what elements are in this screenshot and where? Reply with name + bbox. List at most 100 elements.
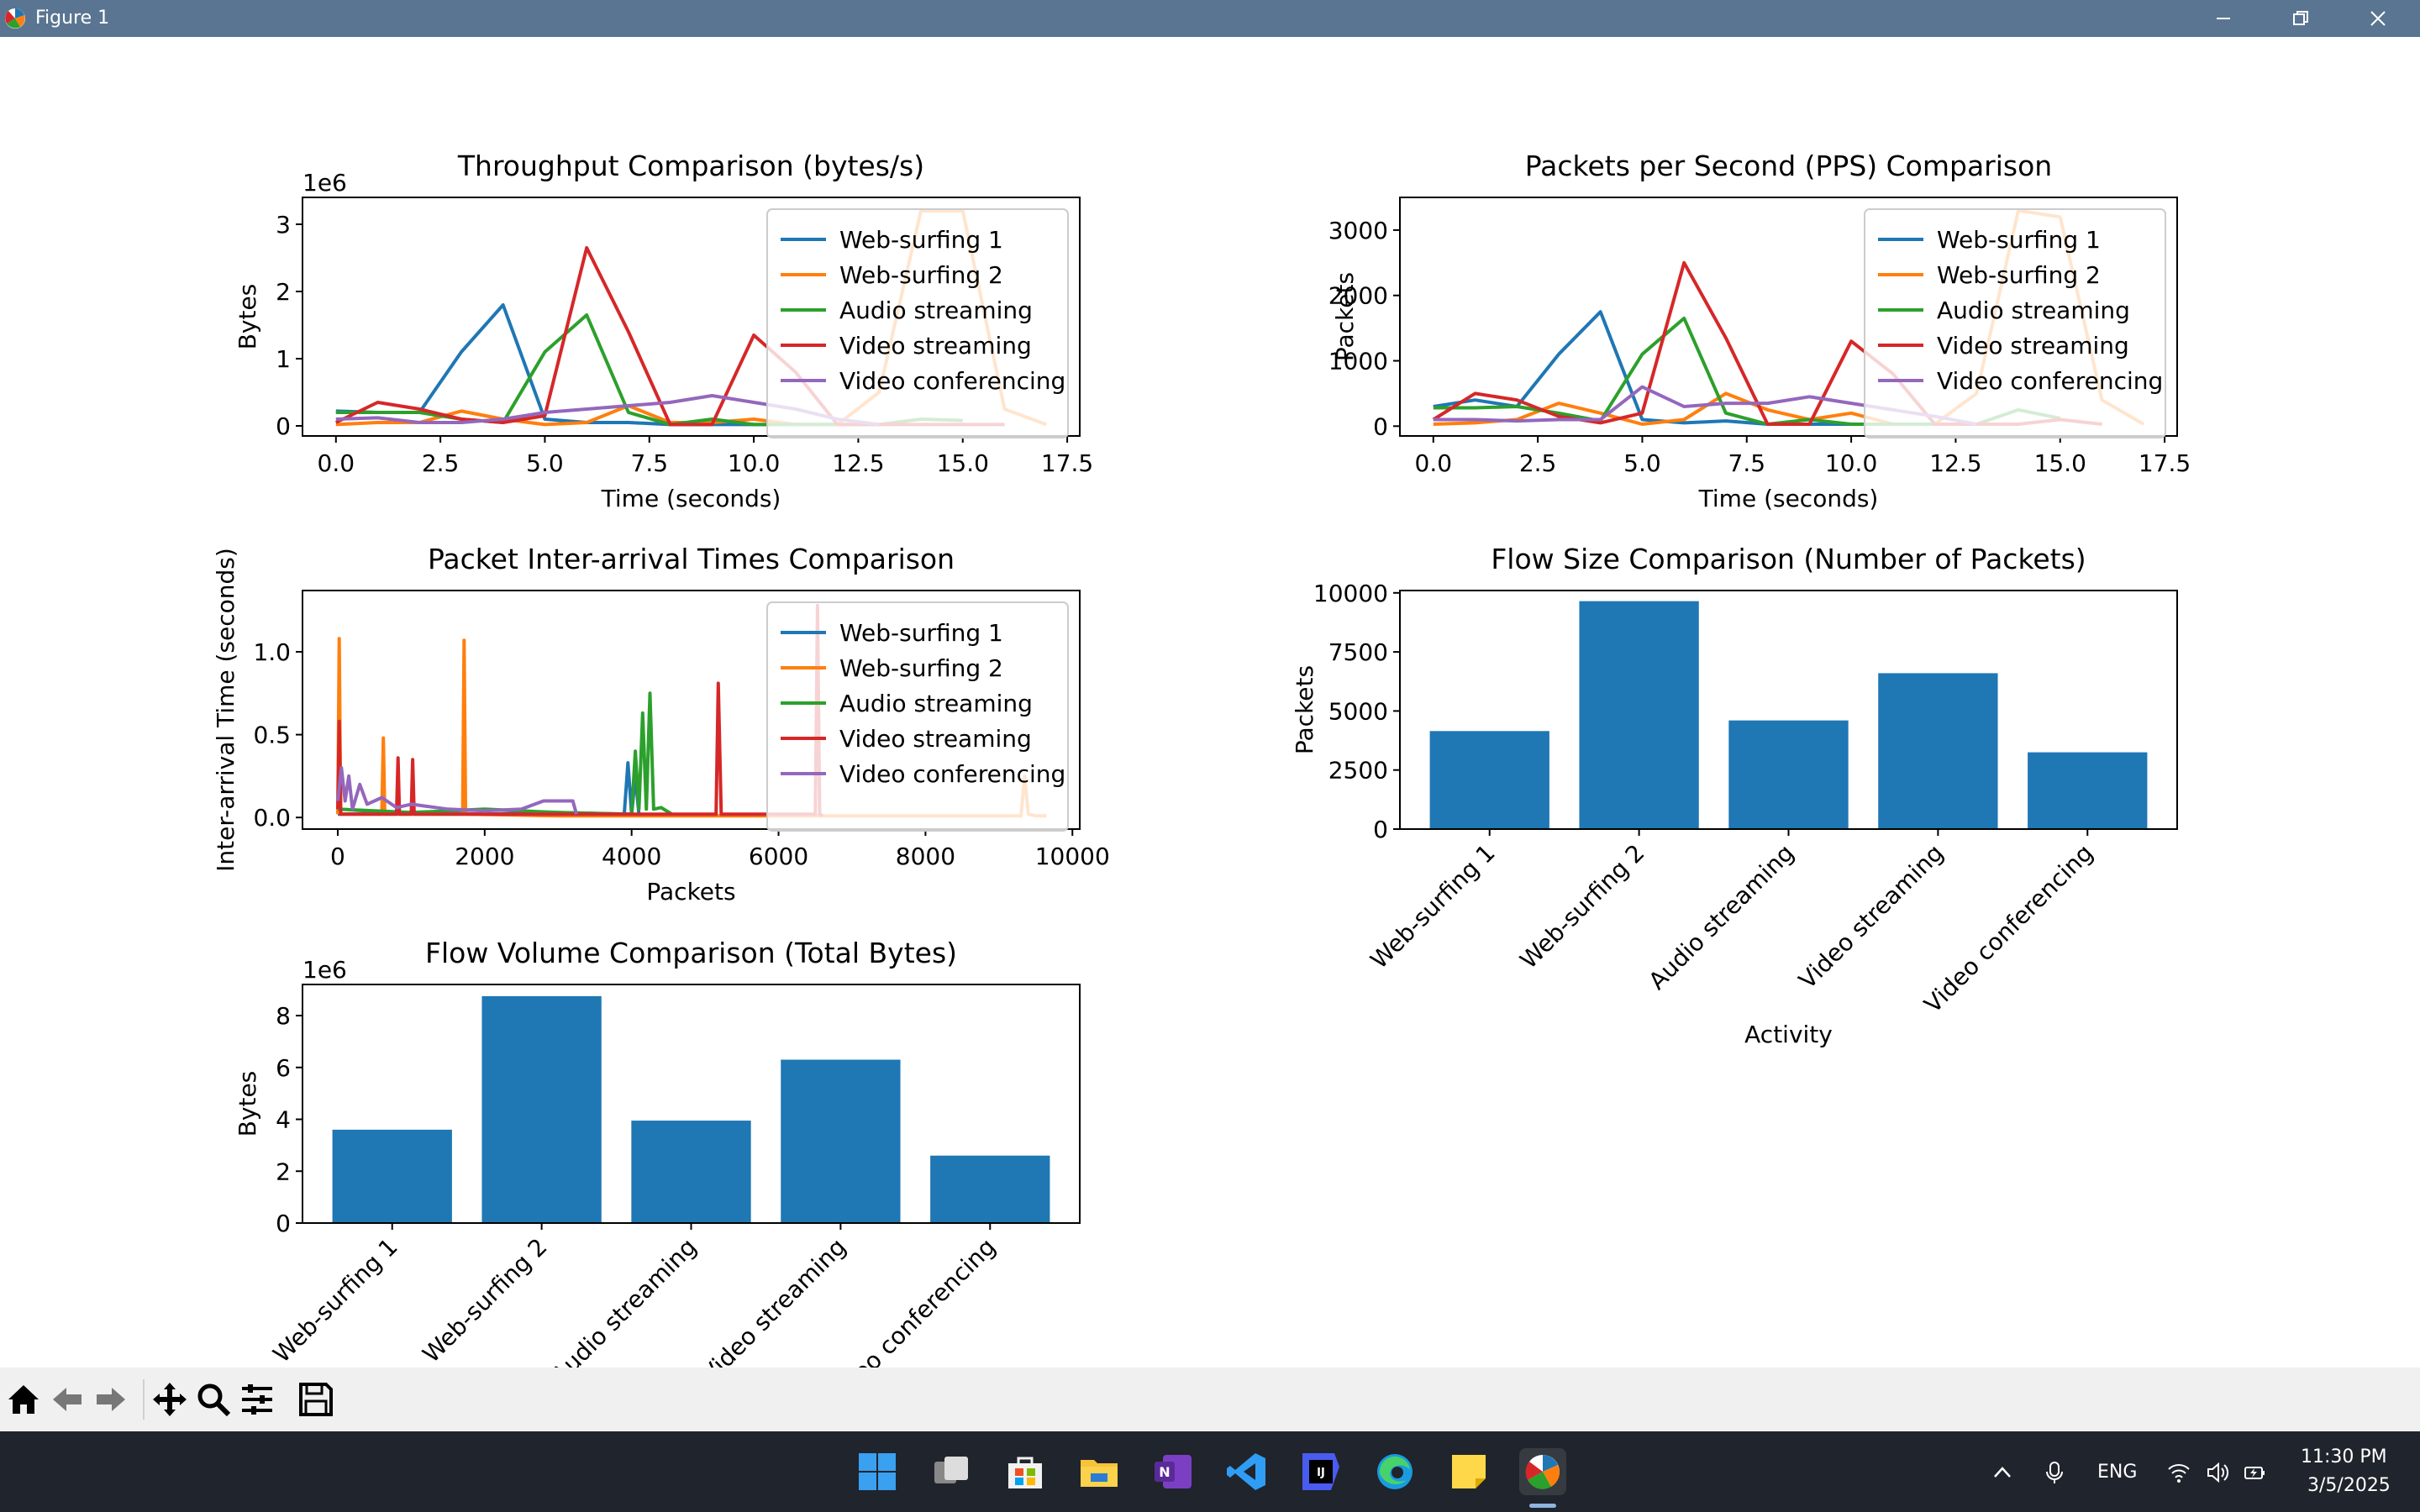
y-tick-label: 2500 bbox=[1328, 757, 1388, 785]
chart-title: Packets per Second (PPS) Comparison bbox=[1525, 150, 2052, 182]
active-app-indicator bbox=[1529, 1504, 1556, 1508]
chart-5: Flow Volume Comparison (Total Bytes) 0 2 4 6… bbox=[234, 937, 1081, 1368]
sticky-notes-icon[interactable] bbox=[1445, 1448, 1492, 1495]
axis-offset-label: 1e6 bbox=[302, 956, 347, 984]
back-button[interactable] bbox=[47, 1379, 87, 1420]
series-line-3 bbox=[336, 603, 823, 817]
restore-button[interactable] bbox=[2264, 0, 2338, 37]
legend-box bbox=[1864, 208, 2166, 438]
bar-1 bbox=[481, 995, 602, 1223]
y-axis-label: Inter-arrival Time (seconds) bbox=[212, 548, 239, 872]
y-tick-label: 2 bbox=[276, 278, 291, 306]
save-button[interactable] bbox=[296, 1379, 336, 1420]
y-tick-label: 10000 bbox=[1313, 580, 1388, 607]
legend-label-1: Web-surfing 2 bbox=[1937, 261, 2101, 289]
y-tick-label: 7500 bbox=[1328, 638, 1388, 666]
legend-box bbox=[766, 208, 1069, 438]
python-figure-icon bbox=[1525, 1455, 1560, 1489]
close-button[interactable] bbox=[2341, 0, 2415, 37]
legend-label-2: Audio streaming bbox=[1937, 297, 2130, 324]
onenote-icon[interactable]: N bbox=[1150, 1448, 1197, 1495]
legend-label-0: Web-surfing 1 bbox=[839, 619, 1003, 647]
back-arrow-icon bbox=[53, 1388, 82, 1411]
pan-button[interactable] bbox=[150, 1379, 190, 1420]
battery-charging-icon[interactable] bbox=[2242, 1460, 2267, 1485]
microphone-icon[interactable] bbox=[2042, 1460, 2067, 1485]
svg-text:IJ: IJ bbox=[1317, 1467, 1325, 1479]
navigation-toolbar bbox=[0, 1368, 2420, 1431]
store-icon[interactable] bbox=[1002, 1448, 1049, 1495]
legend-label-3: Video streaming bbox=[1937, 332, 2129, 360]
taskbar-active-app[interactable] bbox=[1519, 1448, 1566, 1495]
bar-0 bbox=[332, 1129, 452, 1223]
toolbar-separator bbox=[143, 1379, 145, 1420]
x-axis-label: Time (seconds) bbox=[601, 485, 781, 512]
save-icon bbox=[299, 1383, 333, 1416]
show-hidden-icons-chevron-icon[interactable] bbox=[1990, 1460, 2015, 1485]
y-tick-label: 2000 bbox=[1328, 282, 1388, 310]
figure-canvas[interactable]: Throughput Comparison (bytes/s) 0 1 2 3 0.0 2.… bbox=[0, 37, 2420, 1368]
legend-label-2: Audio streaming bbox=[839, 297, 1033, 324]
x-tick-label: 2.5 bbox=[422, 449, 460, 477]
start-icon[interactable] bbox=[854, 1448, 901, 1495]
y-tick-label: 2 bbox=[276, 1158, 291, 1185]
edge-icon[interactable] bbox=[1371, 1448, 1418, 1495]
x-tick-label: 5.0 bbox=[526, 449, 564, 477]
x-tick-label: 6000 bbox=[749, 843, 808, 870]
y-tick-label: 6 bbox=[276, 1054, 291, 1082]
x-tick-label: 7.5 bbox=[1728, 449, 1766, 477]
home-icon bbox=[8, 1385, 39, 1414]
y-axis-label: Bytes bbox=[234, 1071, 261, 1137]
taskbar: N IJ ENG 11:30 PM 3/5/2025 bbox=[0, 1431, 2420, 1512]
pan-icon bbox=[153, 1383, 187, 1416]
volume-icon[interactable] bbox=[2205, 1460, 2230, 1485]
plot-area bbox=[1429, 601, 2148, 829]
x-tick-label: 5.0 bbox=[1623, 449, 1661, 477]
clock-time[interactable]: 11:30 PM bbox=[2301, 1446, 2387, 1467]
wifi-icon[interactable] bbox=[2166, 1460, 2191, 1485]
series-line-4 bbox=[336, 766, 579, 815]
window-title: Figure 1 bbox=[35, 8, 110, 29]
x-axis-label: Time (seconds) bbox=[1698, 485, 1879, 512]
y-tick-label: 1.0 bbox=[253, 638, 291, 666]
y-tick-label: 1000 bbox=[1328, 348, 1388, 375]
x-tick-label: Video streaming bbox=[696, 1233, 851, 1368]
vscode-icon[interactable] bbox=[1223, 1448, 1270, 1495]
y-axis-label: Packets bbox=[1331, 272, 1359, 361]
x-tick-label: 4000 bbox=[602, 843, 661, 870]
y-tick-label: 4 bbox=[276, 1106, 291, 1134]
axes-frame bbox=[302, 590, 1081, 830]
legend-label-1: Web-surfing 2 bbox=[839, 261, 1003, 289]
x-tick-label: Web-surfing 2 bbox=[1514, 839, 1649, 974]
series-line-2 bbox=[337, 691, 673, 816]
bar-4 bbox=[2028, 752, 2148, 829]
x-tick-label: 10.0 bbox=[1825, 449, 1877, 477]
x-tick-label: Audio streaming bbox=[546, 1233, 702, 1368]
language-indicator[interactable]: ENG bbox=[2097, 1462, 2138, 1483]
zoom-button[interactable] bbox=[193, 1379, 234, 1420]
window-titlebar: Figure 1 bbox=[0, 0, 2420, 37]
legend-label-4: Video conferencing bbox=[839, 760, 1065, 788]
chart-title: Packet Inter-arrival Times Comparison bbox=[428, 543, 955, 575]
home-button[interactable] bbox=[3, 1379, 44, 1420]
legend-label-4: Video conferencing bbox=[839, 367, 1065, 395]
x-tick-label: Video streaming bbox=[1793, 839, 1949, 995]
forward-button[interactable] bbox=[91, 1379, 131, 1420]
chart-title: Flow Size Comparison (Number of Packets) bbox=[1491, 543, 2086, 575]
x-tick-label: 12.5 bbox=[1929, 449, 1981, 477]
y-tick-label: 0 bbox=[276, 1210, 291, 1237]
configure-subplots-icon bbox=[242, 1384, 272, 1415]
y-tick-label: 0 bbox=[1373, 816, 1388, 843]
bar-2 bbox=[1728, 720, 1849, 829]
x-tick-label: 12.5 bbox=[832, 449, 884, 477]
forward-arrow-icon bbox=[97, 1388, 125, 1411]
configure-subplots-button[interactable] bbox=[237, 1379, 277, 1420]
x-tick-label: Video conferencing bbox=[1918, 839, 2098, 1019]
clock-date[interactable]: 3/5/2025 bbox=[2307, 1475, 2391, 1496]
file-explorer-icon[interactable] bbox=[1076, 1448, 1123, 1495]
task-view-icon[interactable] bbox=[928, 1448, 975, 1495]
minimize-button[interactable] bbox=[2186, 0, 2260, 37]
intellij-icon[interactable]: IJ bbox=[1297, 1448, 1344, 1495]
bar-3 bbox=[781, 1059, 901, 1223]
legend-box bbox=[766, 601, 1069, 832]
